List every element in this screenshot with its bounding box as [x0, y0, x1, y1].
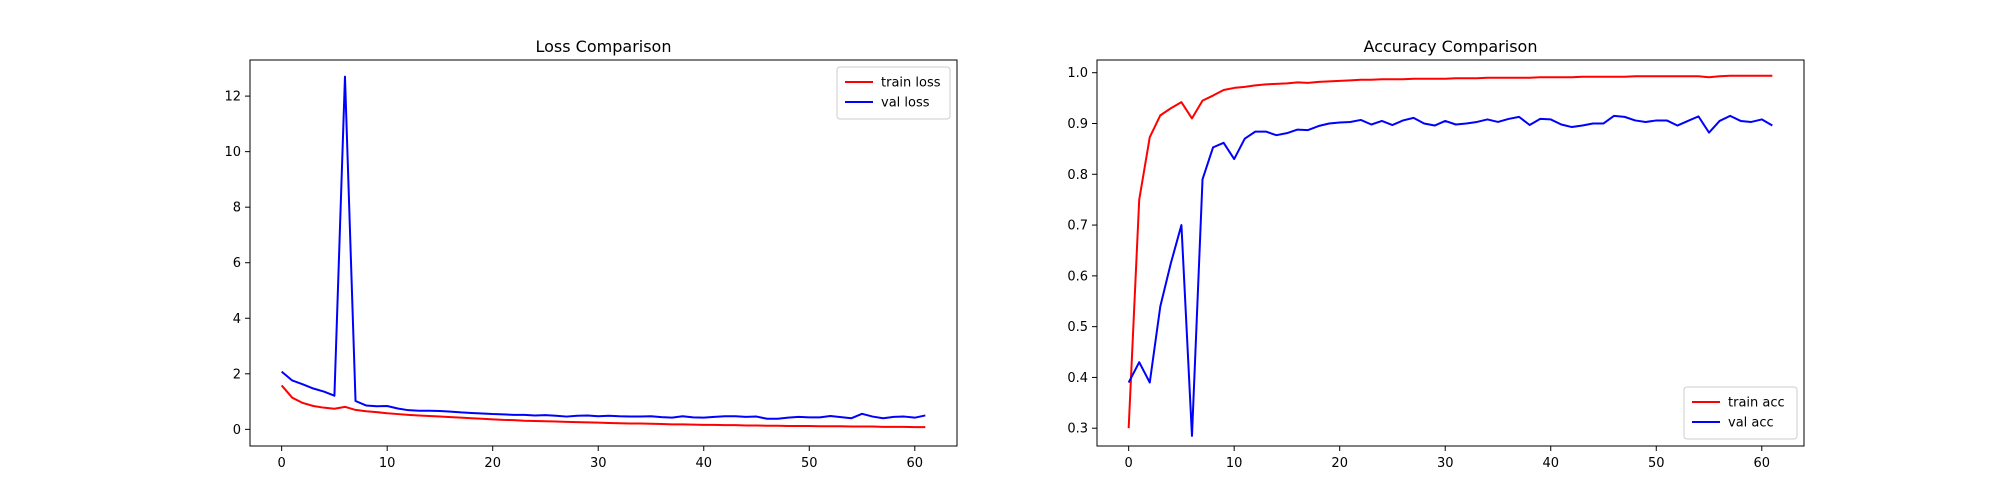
series-line-val-acc: [1127, 114, 1773, 437]
y-tick-label: 4: [233, 312, 241, 327]
y-tick-label: 0: [233, 423, 241, 438]
x-tick-label: 20: [484, 456, 501, 471]
y-tick-label: 10: [224, 145, 241, 160]
x-tick-label: 10: [1226, 456, 1243, 471]
y-tick-label: 0.8: [1067, 168, 1088, 183]
plot-frame: [1096, 59, 1805, 447]
x-tick-label: 20: [1331, 456, 1348, 471]
y-tick-label: 0.4: [1067, 371, 1088, 386]
series-line-val-loss: [281, 75, 926, 420]
legend-label: train loss: [881, 76, 941, 91]
series-line-train-loss: [280, 384, 926, 429]
x-tick-label: 40: [1542, 456, 1559, 471]
chart-title: Loss Comparison: [536, 37, 672, 56]
legend-box: [1683, 386, 1798, 440]
x-tick-label: 60: [907, 456, 924, 471]
x-tick-label: 10: [379, 456, 396, 471]
y-tick-label: 12: [224, 90, 241, 105]
y-tick-label: 1.0: [1067, 66, 1088, 81]
legend-label: val loss: [881, 96, 930, 111]
x-tick-label: 60: [1754, 456, 1771, 471]
x-tick-label: 50: [1648, 456, 1665, 471]
legend-label: val acc: [1728, 416, 1774, 431]
series-line-train-acc: [1127, 74, 1773, 429]
loss-comparison-chart: Loss Comparison 0 10 20 30 40 50 60 0 2 4 6 8 10 12 tra…: [224, 37, 958, 471]
y-tick-label: 0.9: [1067, 117, 1088, 132]
legend-box: [836, 66, 951, 120]
x-tick-label: 30: [1437, 456, 1454, 471]
legend-label: train acc: [1728, 396, 1785, 411]
x-tick-label: 40: [695, 456, 712, 471]
x-tick-label: 30: [590, 456, 607, 471]
y-tick-label: 0.3: [1067, 422, 1088, 437]
y-tick-label: 2: [233, 367, 241, 382]
x-tick-label: 50: [801, 456, 818, 471]
accuracy-comparison-chart: Accuracy Comparison 0 10 20 30 40 50 60 0.3 0.4 0.…: [1067, 37, 1805, 471]
x-tick-label: 0: [278, 456, 286, 471]
x-tick-label: 0: [1125, 456, 1133, 471]
plot-frame: [249, 59, 958, 447]
chart-title: Accuracy Comparison: [1364, 37, 1538, 56]
y-tick-label: 0.6: [1067, 269, 1088, 284]
y-tick-label: 6: [233, 256, 241, 271]
y-tick-label: 0.5: [1067, 320, 1088, 335]
y-tick-label: 0.7: [1067, 219, 1088, 234]
y-tick-label: 8: [233, 201, 241, 216]
